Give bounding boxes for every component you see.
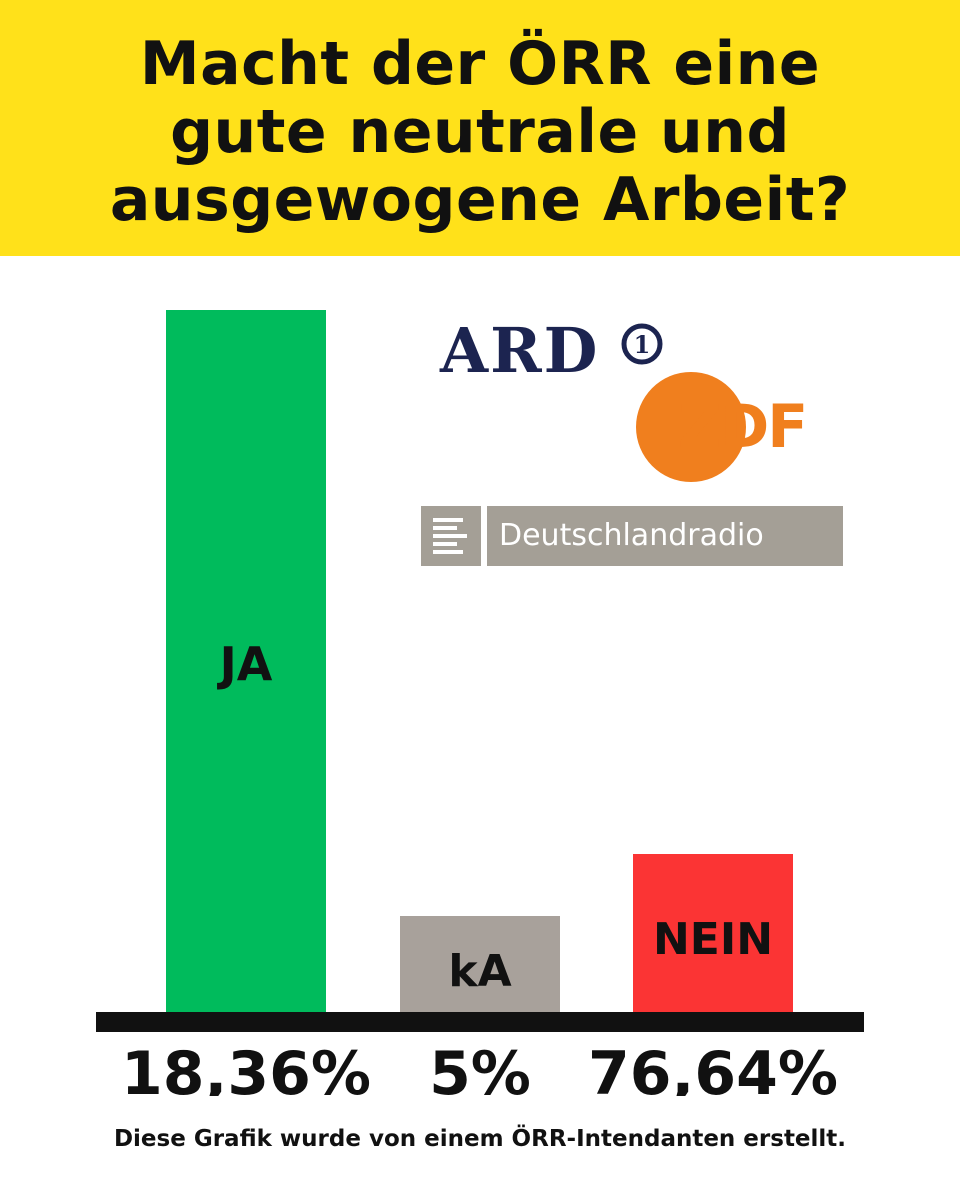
title-line-1: Macht der ÖRR eine	[139, 29, 821, 99]
bar-chart: JA kA NEIN 18,36% 5% 76,64%	[96, 310, 864, 1096]
bar-ja	[166, 310, 326, 1012]
value-label-nein: 76,64%	[588, 1039, 838, 1096]
bars-group: JA kA NEIN	[166, 310, 793, 1012]
zdf-circle-icon	[636, 372, 746, 482]
deutschlandradio-lines-icon	[421, 506, 481, 566]
title-line-3: ausgewogene Arbeit?	[109, 165, 851, 235]
value-label-ja: 18,36%	[121, 1039, 371, 1096]
ard-one-icon: 1	[621, 323, 663, 365]
ard-badge-number: 1	[634, 330, 651, 359]
x-axis-baseline	[96, 1012, 864, 1032]
bar-label-ka: kA	[448, 946, 511, 997]
chart-title: Macht der ÖRR eine gute neutrale und aus…	[0, 30, 960, 234]
ard-wordmark: ARD	[440, 314, 600, 387]
value-labels-group: 18,36% 5% 76,64%	[121, 1039, 838, 1096]
deutschlandradio-wordmark-box: Deutschlandradio	[487, 506, 843, 566]
bar-label-nein: NEIN	[653, 914, 773, 965]
axis-group	[96, 1012, 864, 1032]
zdf-wordmark: ZDF	[678, 392, 808, 462]
value-label-ka: 5%	[429, 1039, 531, 1096]
deutschlandradio-logo: Deutschlandradio	[421, 506, 843, 566]
title-banner: Macht der ÖRR eine gute neutrale und aus…	[0, 0, 960, 256]
bar-label-ja: JA	[217, 637, 273, 691]
footnote: Diese Grafik wurde von einem ÖRR-Intenda…	[113, 1126, 847, 1152]
bar-ka	[400, 916, 560, 1012]
deutschlandradio-wordmark: Deutschlandradio	[499, 518, 764, 553]
title-line-2: gute neutrale und	[170, 97, 790, 167]
zdf-logo: ZDF	[636, 372, 826, 482]
ard-logo: ARD 1	[440, 318, 670, 384]
bar-nein	[633, 854, 793, 1012]
